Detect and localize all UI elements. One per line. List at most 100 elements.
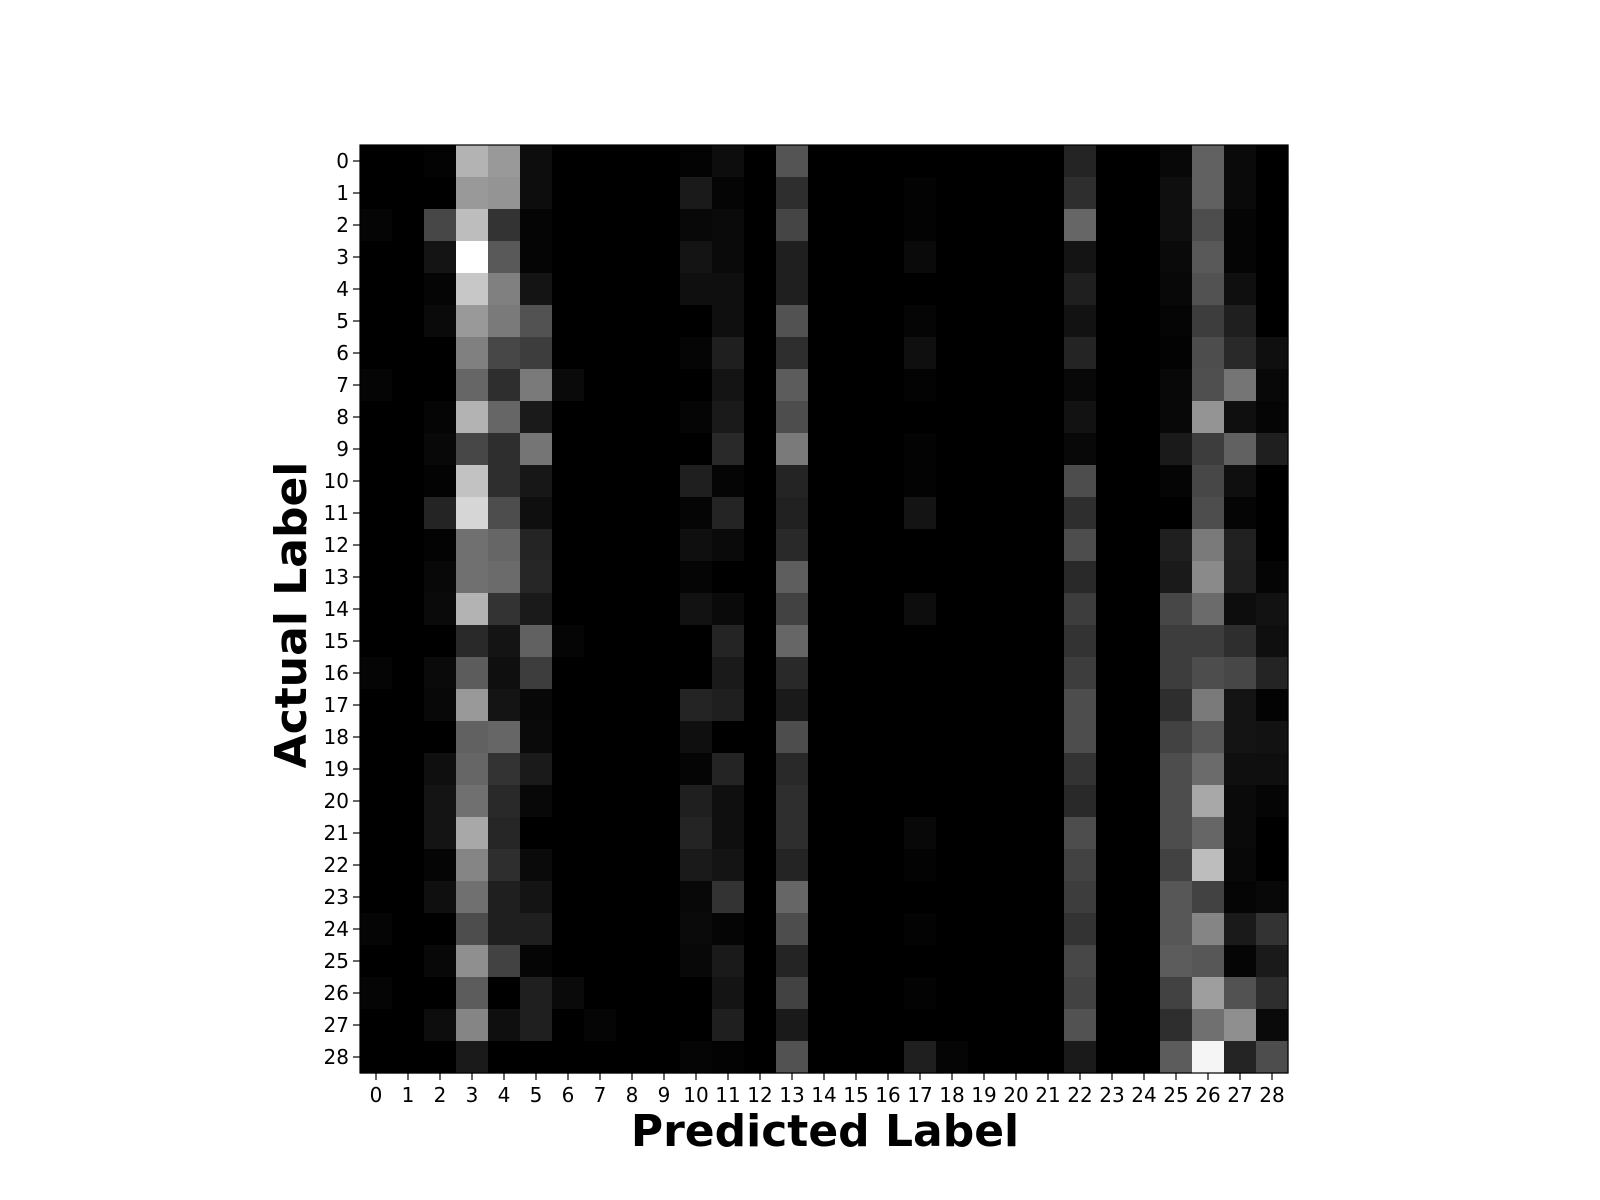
heatmap-cell [968,657,1001,690]
heatmap-cell [1000,401,1033,434]
heatmap-cell [1032,433,1065,466]
x-tick-label: 15 [843,1083,868,1107]
heatmap-cell [1032,625,1065,658]
heatmap-cell [1032,721,1065,754]
heatmap-cell [1256,433,1289,466]
heatmap-cell [1064,561,1097,594]
heatmap-cell [1160,529,1193,562]
heatmap-cell [520,849,553,882]
heatmap-cell [424,1009,457,1042]
heatmap-cell [424,817,457,850]
heatmap-cell [1224,433,1257,466]
x-tick-label: 7 [594,1083,607,1107]
heatmap-cell [1032,753,1065,786]
heatmap-cell [1192,913,1225,946]
heatmap-cell [1192,401,1225,434]
heatmap-cell [872,721,905,754]
x-tick-label: 8 [626,1083,639,1107]
heatmap-cell [552,369,585,402]
heatmap-cell [552,529,585,562]
heatmap-cell [1000,305,1033,338]
heatmap-cell [360,881,393,914]
heatmap-cell [1192,593,1225,626]
heatmap-cell [584,753,617,786]
heatmap-cell [616,1009,649,1042]
heatmap-cell [936,785,969,818]
heatmap-cell [456,593,489,626]
heatmap-cell [744,689,777,722]
y-tick-label: 21 [324,821,349,845]
heatmap-cell [584,817,617,850]
heatmap-cell [1256,785,1289,818]
heatmap-cell [1032,689,1065,722]
heatmap-cell [584,241,617,274]
x-tick-label: 11 [715,1083,740,1107]
heatmap-cell [1256,753,1289,786]
y-tick-label: 23 [324,885,349,909]
heatmap-cell [712,209,745,242]
heatmap-cell [424,209,457,242]
heatmap-cell [584,305,617,338]
heatmap-cell [1256,1041,1289,1074]
heatmap-cell [680,241,713,274]
heatmap-cell [584,625,617,658]
heatmap-cell [392,305,425,338]
heatmap-cell [648,785,681,818]
heatmap-cell [840,913,873,946]
heatmap-cell [904,593,937,626]
heatmap-cell [712,433,745,466]
heatmap-cell [616,881,649,914]
heatmap-cell [520,273,553,306]
heatmap-cell [1128,177,1161,210]
heatmap-cell [808,1041,841,1074]
heatmap-cell [1096,177,1129,210]
heatmap-cell [840,817,873,850]
heatmap-cell [1000,945,1033,978]
heatmap-cell [1160,785,1193,818]
heatmap-cell [712,177,745,210]
y-tick-label: 6 [336,341,349,365]
heatmap-cell [456,241,489,274]
heatmap-cell [552,881,585,914]
heatmap-cell [1064,465,1097,498]
heatmap-cell [968,1041,1001,1074]
heatmap-cell [1256,817,1289,850]
heatmap-cell [392,913,425,946]
heatmap-cell [1160,401,1193,434]
heatmap-cell [1064,657,1097,690]
heatmap-cell [520,369,553,402]
heatmap-cell [872,337,905,370]
heatmap-cell [1000,241,1033,274]
heatmap-cell [680,753,713,786]
heatmap-cell [1096,817,1129,850]
heatmap-cell [904,977,937,1010]
heatmap-cell [872,945,905,978]
heatmap-cell [488,657,521,690]
heatmap-cell [456,145,489,178]
heatmap-cell [520,625,553,658]
heatmap-cell [1224,881,1257,914]
heatmap-cell [584,369,617,402]
heatmap-cell [1032,497,1065,530]
heatmap-cell [1192,1009,1225,1042]
x-axis-title: Predicted Label [631,1106,1019,1157]
heatmap-cell [584,849,617,882]
heatmap-cell [1256,849,1289,882]
heatmap-cell [520,177,553,210]
heatmap-cell [840,465,873,498]
heatmap-cell [840,337,873,370]
heatmap-cell [776,785,809,818]
heatmap-cell [872,561,905,594]
x-tick-label: 9 [658,1083,671,1107]
heatmap-cell [1160,337,1193,370]
heatmap-cell [424,497,457,530]
y-tick-label: 27 [324,1013,349,1037]
heatmap-cell [904,497,937,530]
y-tick-label: 9 [336,437,349,461]
heatmap-cell [488,593,521,626]
x-tick-label: 16 [875,1083,900,1107]
heatmap-cell [584,465,617,498]
heatmap-cell [968,721,1001,754]
heatmap-cell [1096,657,1129,690]
heatmap-cell [1128,881,1161,914]
